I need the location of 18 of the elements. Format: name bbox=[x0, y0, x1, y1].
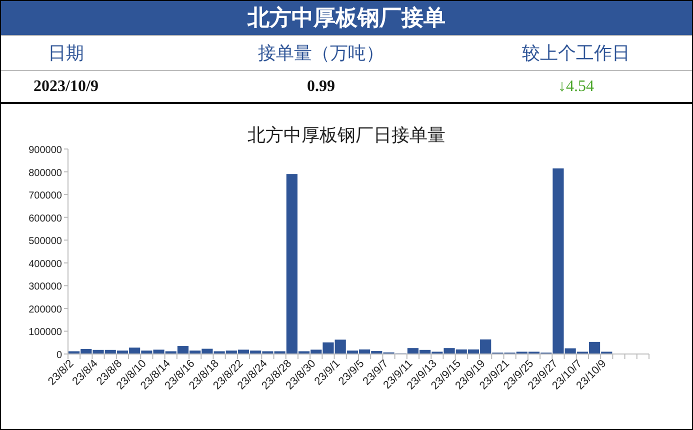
text: 0.99 bbox=[306, 77, 336, 97]
y-tick-label: 600000 bbox=[28, 213, 62, 224]
y-tick-label: 900000 bbox=[28, 145, 62, 156]
text: 较上个工作日 bbox=[521, 42, 631, 65]
text: ↓4.54 bbox=[557, 77, 595, 97]
y-tick-label: 0 bbox=[56, 350, 62, 361]
y-tick-label: 300000 bbox=[28, 282, 62, 293]
text: 北方中厚板钢厂接单 bbox=[1, 1, 692, 35]
y-tick-label: 100000 bbox=[28, 327, 62, 338]
text: 日期 bbox=[47, 42, 85, 65]
y-tick-label: 400000 bbox=[28, 258, 62, 270]
y-tick-label: 700000 bbox=[28, 190, 62, 202]
text: 接单量（万吨） bbox=[257, 42, 385, 65]
y-tick-label: 500000 bbox=[28, 236, 62, 248]
chart-title: 北方中厚板钢厂日接单量 bbox=[248, 125, 446, 145]
y-tick-label: 800000 bbox=[28, 168, 62, 179]
y-tick-label: 200000 bbox=[28, 304, 62, 316]
text: 2023/10/9 bbox=[32, 77, 100, 97]
